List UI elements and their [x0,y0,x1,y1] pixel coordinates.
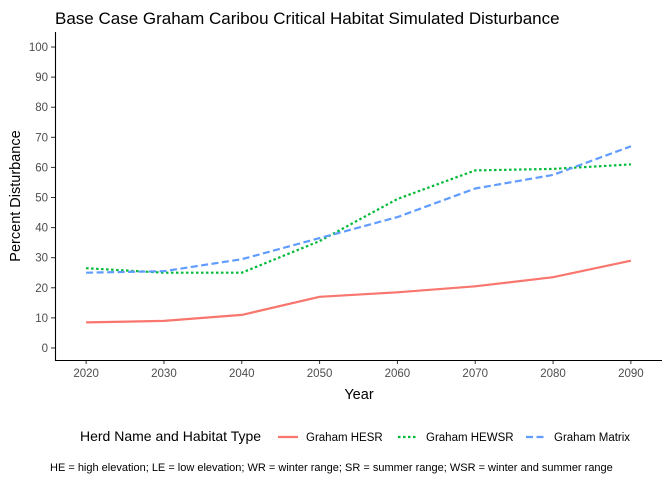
y-axis-title: Percent Disturbance [8,130,24,261]
legend-label: Graham HEWSR [426,432,514,444]
y-tick-label: 70 [35,132,48,144]
y-tick-label: 0 [42,343,48,355]
y-tick-label: 20 [35,283,48,295]
y-tick-label: 30 [35,253,48,265]
legend: Herd Name and Habitat Type Graham HESR Gr… [80,428,630,444]
legend-label: Graham HESR [306,432,383,444]
y-tick-label: 40 [35,223,48,235]
y-tick-label: 10 [35,313,48,325]
x-tick-label: 2020 [73,368,99,380]
x-tick-label: 2060 [385,368,411,380]
x-tick-label: 2080 [540,368,566,380]
series-line-graham-hewsr [86,163,631,274]
y-tick-label: 90 [35,72,48,84]
y-tick-label: 60 [35,162,48,174]
series-line-graham-matrix [86,145,632,274]
x-tick-label: 2030 [151,368,177,380]
series-lines [86,145,632,324]
legend-title: Herd Name and Habitat Type [80,428,261,444]
caption: HE = high elevation; LE = low elevation;… [50,462,613,474]
y-tick-label: 50 [35,193,48,205]
x-tick-label: 2040 [229,368,255,380]
y-tick-label: 80 [35,102,48,114]
y-axis-ticks: 0 10 20 30 40 50 60 70 80 90 100 [29,42,55,355]
chart-title: Base Case Graham Caribou Critical Habita… [55,9,560,28]
x-tick-label: 2050 [307,368,333,380]
legend-label: Graham Matrix [554,432,630,444]
x-tick-label: 2090 [618,368,644,380]
series-line-graham-hesr [86,259,632,324]
y-tick-label: 100 [29,42,48,54]
x-axis-ticks: 2020 2030 2040 2050 2060 2070 2080 2090 [73,360,644,380]
x-axis-title: Year [344,387,373,403]
x-tick-label: 2070 [462,368,488,380]
